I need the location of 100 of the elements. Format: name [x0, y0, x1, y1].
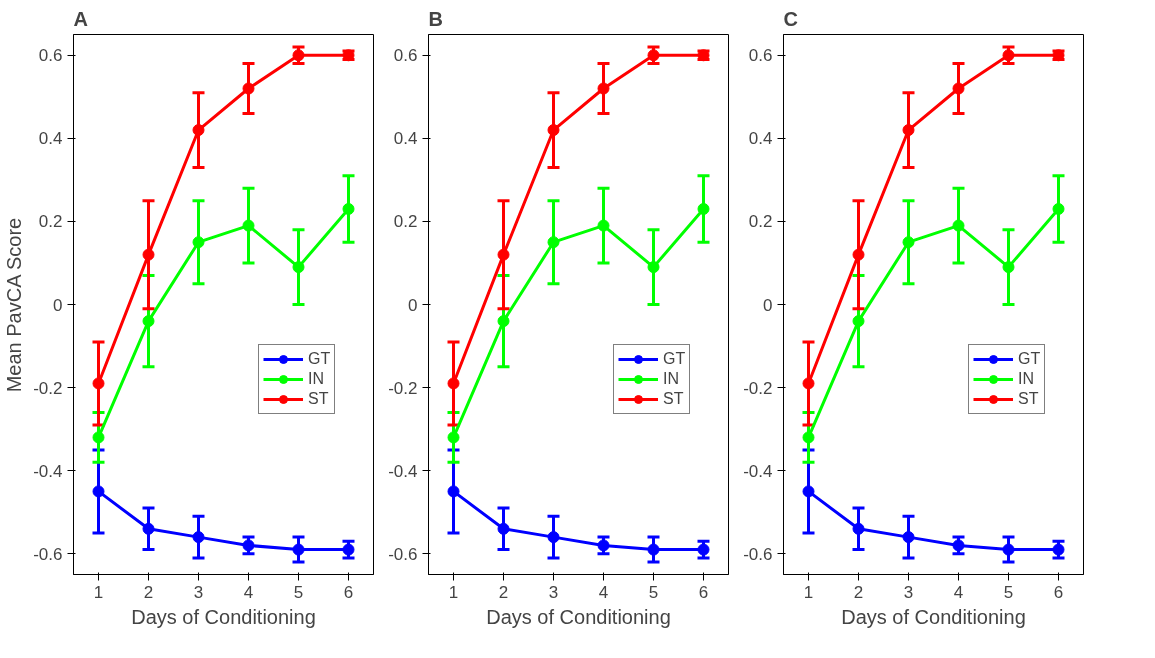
y-tick-label: 0.2: [38, 212, 63, 232]
x-tick-label: 1: [803, 582, 814, 602]
y-tick-label: 0.4: [748, 129, 773, 149]
y-tick-label: -0.6: [388, 544, 418, 564]
x-tick-label: 1: [448, 582, 459, 602]
x-tick-label: 4: [953, 582, 964, 602]
point: [952, 219, 965, 232]
point: [852, 522, 865, 535]
point: [497, 315, 510, 328]
y-axis-title: Mean PavCA Score: [3, 217, 26, 393]
x-tick-label: 1: [93, 582, 104, 602]
y-tick-label: -0.6: [743, 544, 773, 564]
y-tick-label: 0.6: [748, 46, 773, 66]
x-tick-label: 2: [498, 582, 509, 602]
y-tick-label: -0.4: [388, 461, 418, 481]
point: [292, 49, 305, 62]
x-axis-title: Days of Conditioning: [131, 605, 316, 628]
legend-label: GT: [1018, 350, 1041, 368]
y-tick-label: 0: [763, 295, 773, 315]
y-tick-label: -0.4: [33, 461, 63, 481]
y-tick-label: -0.6: [33, 544, 63, 564]
chart-title: A: [73, 7, 88, 30]
y-tick-label: 0.4: [38, 129, 63, 149]
point: [952, 539, 965, 552]
point: [292, 543, 305, 556]
legend-label: IN: [308, 370, 325, 388]
x-axis-title: Days of Conditioning: [841, 605, 1026, 628]
point: [597, 82, 610, 95]
point: [902, 531, 915, 544]
point: [497, 248, 510, 261]
legend-label: ST: [1018, 390, 1039, 408]
point: [142, 522, 155, 535]
x-tick-label: 6: [1053, 582, 1064, 602]
point: [1002, 261, 1015, 274]
point: [192, 236, 205, 249]
point: [447, 431, 460, 444]
x-tick-label: 4: [243, 582, 254, 602]
x-tick-label: 5: [1003, 582, 1014, 602]
point: [142, 248, 155, 261]
point: [697, 202, 710, 215]
chart-title: B: [428, 7, 443, 30]
point: [447, 485, 460, 498]
point: [802, 431, 815, 444]
point: [647, 543, 660, 556]
legend-label: IN: [1018, 370, 1035, 388]
point: [902, 236, 915, 249]
point: [192, 531, 205, 544]
y-tick-label: 0.6: [38, 46, 63, 66]
y-tick-label: -0.4: [743, 461, 773, 481]
y-tick-label: -0.2: [388, 378, 418, 398]
y-tick-label: 0.6: [393, 46, 418, 66]
point: [647, 49, 660, 62]
point: [1052, 543, 1065, 556]
point: [342, 543, 355, 556]
point: [1002, 543, 1015, 556]
point: [902, 124, 915, 137]
point: [547, 236, 560, 249]
y-tick-label: 0: [408, 295, 418, 315]
x-tick-label: 5: [293, 582, 304, 602]
point: [242, 82, 255, 95]
x-tick-label: 3: [193, 582, 204, 602]
legend-label: GT: [663, 350, 686, 368]
chart-title: C: [783, 7, 798, 30]
x-tick-label: 3: [903, 582, 914, 602]
point: [802, 377, 815, 390]
point: [342, 202, 355, 215]
x-tick-label: 6: [343, 582, 354, 602]
point: [547, 124, 560, 137]
point: [597, 219, 610, 232]
y-tick-label: 0.2: [748, 212, 773, 232]
x-axis-title: Days of Conditioning: [486, 605, 671, 628]
legend-label: IN: [663, 370, 680, 388]
legend-label: ST: [663, 390, 684, 408]
point: [952, 82, 965, 95]
point: [92, 485, 105, 498]
x-tick-label: 5: [648, 582, 659, 602]
point: [597, 539, 610, 552]
point: [142, 315, 155, 328]
point: [547, 531, 560, 544]
legend-label: ST: [308, 390, 329, 408]
point: [647, 261, 660, 274]
x-tick-label: 3: [548, 582, 559, 602]
point: [92, 431, 105, 444]
point: [697, 543, 710, 556]
x-tick-label: 2: [853, 582, 864, 602]
point: [242, 539, 255, 552]
y-tick-label: -0.2: [33, 378, 63, 398]
point: [802, 485, 815, 498]
point: [852, 248, 865, 261]
point: [1002, 49, 1015, 62]
legend-label: GT: [308, 350, 331, 368]
point: [1052, 202, 1065, 215]
x-tick-label: 4: [598, 582, 609, 602]
point: [447, 377, 460, 390]
point: [852, 315, 865, 328]
y-tick-label: -0.2: [743, 378, 773, 398]
point: [92, 377, 105, 390]
y-tick-label: 0: [53, 295, 63, 315]
point: [497, 522, 510, 535]
y-tick-label: 0.4: [393, 129, 418, 149]
